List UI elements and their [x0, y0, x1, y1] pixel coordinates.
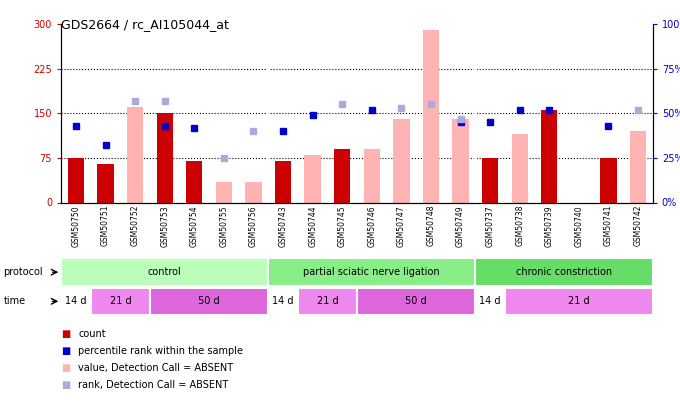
Text: GSM50737: GSM50737	[486, 205, 494, 247]
Bar	[541, 111, 558, 202]
Text: ■: ■	[61, 329, 71, 339]
Text: GSM50747: GSM50747	[397, 205, 406, 247]
Text: GSM50744: GSM50744	[308, 205, 317, 247]
Text: 21 d: 21 d	[568, 296, 590, 306]
Text: protocol: protocol	[3, 267, 43, 277]
Bar	[68, 158, 84, 202]
Text: chronic constriction: chronic constriction	[516, 267, 612, 277]
Bar	[505, 288, 653, 315]
Bar	[216, 182, 232, 202]
Bar	[452, 119, 469, 202]
Text: GSM50742: GSM50742	[634, 205, 643, 246]
Text: GSM50743: GSM50743	[279, 205, 288, 247]
Text: 14 d: 14 d	[65, 296, 87, 306]
Bar	[482, 158, 498, 202]
Bar	[127, 107, 143, 202]
Text: 21 d: 21 d	[109, 296, 131, 306]
Text: GSM50754: GSM50754	[190, 205, 199, 247]
Bar	[630, 131, 646, 202]
Bar	[245, 182, 262, 202]
Text: GSM50755: GSM50755	[220, 205, 228, 247]
Text: 50 d: 50 d	[405, 296, 427, 306]
Text: GSM50746: GSM50746	[367, 205, 376, 247]
Text: partial sciatic nerve ligation: partial sciatic nerve ligation	[303, 267, 440, 277]
Text: time: time	[3, 296, 26, 306]
Text: 50 d: 50 d	[199, 296, 220, 306]
Bar	[150, 288, 268, 315]
Text: 14 d: 14 d	[272, 296, 294, 306]
Bar	[268, 288, 298, 315]
Bar	[91, 288, 150, 315]
Text: GSM50751: GSM50751	[101, 205, 110, 246]
Bar	[97, 164, 114, 202]
Text: percentile rank within the sample: percentile rank within the sample	[78, 346, 243, 356]
Bar	[268, 258, 475, 286]
Bar	[186, 161, 203, 202]
Bar	[305, 155, 321, 202]
Text: GSM50752: GSM50752	[131, 205, 139, 246]
Text: GSM50748: GSM50748	[426, 205, 435, 246]
Text: rank, Detection Call = ABSENT: rank, Detection Call = ABSENT	[78, 380, 228, 390]
Bar	[364, 149, 380, 202]
Bar	[61, 288, 91, 315]
Bar	[298, 288, 357, 315]
Bar	[393, 119, 409, 202]
Text: GSM50750: GSM50750	[71, 205, 80, 247]
Text: control: control	[148, 267, 182, 277]
Text: count: count	[78, 329, 106, 339]
Text: 21 d: 21 d	[317, 296, 338, 306]
Bar	[61, 258, 268, 286]
Bar	[423, 30, 439, 202]
Bar	[357, 288, 475, 315]
Text: ■: ■	[61, 346, 71, 356]
Bar	[511, 134, 528, 202]
Bar	[600, 158, 617, 202]
Text: value, Detection Call = ABSENT: value, Detection Call = ABSENT	[78, 363, 233, 373]
Bar	[475, 288, 505, 315]
Bar	[334, 149, 350, 202]
Text: GSM50749: GSM50749	[456, 205, 465, 247]
Text: GSM50738: GSM50738	[515, 205, 524, 246]
Text: GSM50741: GSM50741	[604, 205, 613, 246]
Bar	[156, 113, 173, 202]
Text: ■: ■	[61, 363, 71, 373]
Bar	[475, 258, 653, 286]
Text: GSM50753: GSM50753	[160, 205, 169, 247]
Text: GSM50756: GSM50756	[249, 205, 258, 247]
Text: GSM50739: GSM50739	[545, 205, 554, 247]
Text: GDS2664 / rc_AI105044_at: GDS2664 / rc_AI105044_at	[61, 18, 229, 31]
Bar	[275, 161, 291, 202]
Text: ■: ■	[61, 380, 71, 390]
Text: GSM50745: GSM50745	[338, 205, 347, 247]
Text: 14 d: 14 d	[479, 296, 501, 306]
Text: GSM50740: GSM50740	[575, 205, 583, 247]
